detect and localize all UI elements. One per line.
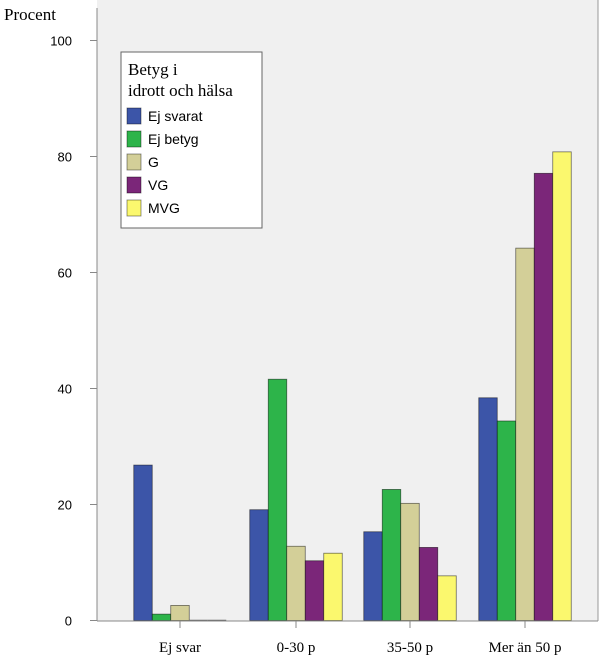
legend-swatch xyxy=(126,130,142,148)
bar-vg xyxy=(418,547,439,621)
x-tick-label: 0-30 p xyxy=(277,640,316,656)
legend-swatch xyxy=(126,176,142,194)
bar-vg xyxy=(533,172,554,621)
bar-ej-svarat xyxy=(133,464,153,621)
bar-mvg xyxy=(437,575,457,621)
legend-label: Ej svarat xyxy=(148,108,203,124)
legend-swatch xyxy=(126,199,142,217)
bar-ej-svarat xyxy=(249,509,269,621)
legend-label: MVG xyxy=(148,200,180,216)
y-tick-label: 60 xyxy=(58,266,72,281)
bar-ej-betyg xyxy=(496,420,517,621)
legend-label: G xyxy=(148,154,159,170)
legend-box xyxy=(120,51,263,229)
legend-label: VG xyxy=(148,177,168,193)
y-tick-label: 80 xyxy=(58,150,72,165)
legend: Betyg i idrott och hälsa Ej svarat Ej bet… xyxy=(120,51,263,229)
legend-swatch xyxy=(126,153,142,171)
y-axis-label: Procent xyxy=(4,5,56,24)
x-tick-label: Mer än 50 p xyxy=(489,640,562,656)
bar-mvg xyxy=(552,151,572,621)
legend-label: Ej betyg xyxy=(148,131,199,147)
bar-mvg xyxy=(323,552,343,621)
bar-ej-svarat xyxy=(478,397,498,621)
y-tick-label: 20 xyxy=(58,498,72,513)
bar-ej-betyg xyxy=(267,378,288,621)
y-tick-label: 40 xyxy=(58,382,72,397)
legend-title-line1: Betyg i xyxy=(128,60,178,79)
bar-g xyxy=(400,502,420,621)
x-tick-label: 35-50 p xyxy=(387,640,433,656)
x-tick-label: Ej svar xyxy=(159,640,201,656)
legend-swatch xyxy=(126,107,142,125)
bar-g xyxy=(286,545,306,621)
bar-ej-svarat xyxy=(363,531,383,621)
y-tick-label: 100 xyxy=(50,34,72,49)
bar-g xyxy=(170,605,190,621)
y-tick-label: 0 xyxy=(65,614,72,629)
legend-title-line2: idrott och hälsa xyxy=(128,81,233,100)
bar-vg xyxy=(304,560,325,621)
bar-g xyxy=(515,247,535,621)
bar-ej-betyg xyxy=(381,489,402,621)
bar-ej-betyg xyxy=(151,613,172,621)
